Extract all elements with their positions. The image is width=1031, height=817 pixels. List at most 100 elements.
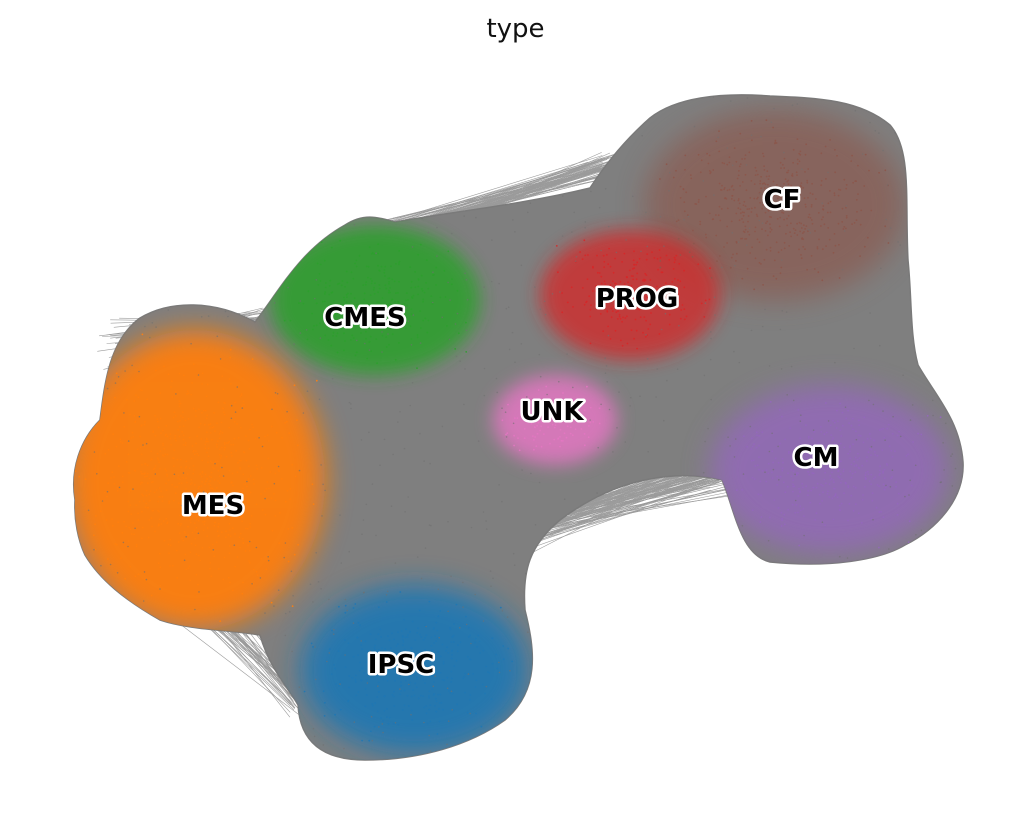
cell-point-cmes (419, 310, 422, 312)
cell-point-background (296, 241, 299, 243)
cell-point-background (827, 420, 830, 422)
cell-point-cmes (343, 317, 345, 320)
cell-point-ipsc (424, 682, 426, 685)
cell-point-cmes (377, 291, 379, 294)
cell-point-cm (849, 470, 852, 473)
cell-point-cf (856, 210, 858, 213)
cell-point-ipsc (446, 676, 449, 679)
cell-point-ipsc (410, 695, 413, 698)
cell-point-background (272, 192, 275, 195)
cell-point-mes (221, 531, 223, 534)
cell-point-prog (618, 313, 621, 316)
cell-point-mes (195, 450, 197, 452)
cell-point-mes (311, 483, 314, 486)
cell-point-cm (827, 458, 829, 461)
cell-point-background (911, 613, 914, 615)
cell-point-unk (537, 389, 540, 391)
cell-point-cf (769, 227, 772, 229)
cell-point-prog (659, 256, 662, 259)
cell-point-mes (242, 537, 244, 540)
cell-point-background (197, 374, 200, 376)
cell-point-mes (144, 421, 146, 423)
cell-point-cf (834, 171, 837, 174)
cell-point-cf (778, 225, 781, 228)
cell-point-background (322, 744, 325, 746)
cell-point-background (834, 361, 836, 364)
cell-point-cf (747, 215, 750, 217)
cell-point-cmes (366, 357, 369, 360)
cell-point-cf (762, 284, 764, 286)
cell-point-mes (212, 426, 215, 428)
cell-point-mes (200, 438, 203, 440)
cell-point-cm (789, 427, 792, 430)
cell-point-background (416, 556, 419, 558)
cell-point-prog (579, 251, 581, 253)
cell-point-ipsc (410, 663, 413, 665)
cell-point-mes (172, 416, 175, 419)
cell-point-background (546, 393, 548, 396)
cell-point-mes (152, 468, 155, 471)
cell-point-ipsc (392, 723, 395, 725)
graph-edge (176, 621, 300, 716)
cell-point-background (869, 121, 871, 124)
cell-point-ipsc (354, 603, 357, 605)
cell-point-background (647, 570, 649, 572)
cell-point-cmes (365, 281, 368, 283)
cell-point-mes (184, 532, 187, 535)
cell-point-background (419, 342, 422, 344)
cell-point-background (588, 631, 590, 634)
cell-point-background (783, 581, 785, 583)
cell-point-cmes (331, 291, 334, 294)
cell-point-cm (822, 491, 824, 494)
cell-point-mes (213, 524, 216, 527)
cell-point-cm (821, 500, 823, 502)
cell-point-ipsc (428, 654, 430, 657)
cell-point-unk (553, 438, 556, 441)
cell-point-cm (833, 487, 835, 490)
cell-point-background (221, 466, 223, 469)
cell-point-ipsc (385, 601, 388, 603)
cell-point-mes (169, 538, 172, 541)
cell-point-ipsc (376, 656, 378, 659)
cell-point-unk (559, 445, 561, 448)
cell-point-background (607, 225, 610, 228)
cell-point-background (419, 432, 421, 435)
cell-point-background (99, 590, 102, 593)
cell-point-cmes (396, 300, 399, 303)
cell-point-cf (800, 182, 803, 185)
cell-point-ipsc (344, 639, 346, 641)
cell-point-cf (743, 200, 746, 203)
cell-point-cmes (365, 265, 368, 268)
cell-point-cm (869, 433, 871, 435)
cell-point-background (884, 439, 886, 442)
cell-point-cf (787, 214, 790, 217)
cell-point-background (501, 610, 504, 612)
cell-point-background (451, 232, 453, 235)
cell-point-cm (796, 456, 798, 459)
cell-point-unk (588, 425, 590, 427)
cell-point-cmes (330, 246, 333, 249)
cell-point-cf (773, 204, 775, 207)
cell-point-background (691, 700, 693, 703)
cell-point-background (100, 138, 102, 141)
cell-point-mes (216, 422, 218, 425)
cell-point-cm (824, 471, 827, 474)
cell-point-ipsc (354, 678, 357, 681)
cell-point-cf (738, 165, 741, 168)
cell-point-unk (565, 436, 568, 439)
cell-point-cmes (332, 325, 335, 327)
cell-point-prog (584, 254, 587, 257)
cell-point-cf (820, 152, 823, 155)
cell-point-cmes (388, 281, 391, 283)
cluster-region-cm (710, 385, 950, 555)
cell-point-ipsc (453, 623, 455, 625)
cell-point-cf (864, 153, 867, 156)
cell-point-background (381, 351, 383, 353)
cell-point-background (116, 572, 119, 574)
cell-point-ipsc (433, 642, 436, 644)
cell-point-mes (201, 480, 204, 483)
cell-point-background (874, 130, 877, 132)
cell-point-mes (157, 426, 160, 429)
cell-point-prog (644, 279, 647, 282)
cell-point-cmes (322, 317, 324, 320)
